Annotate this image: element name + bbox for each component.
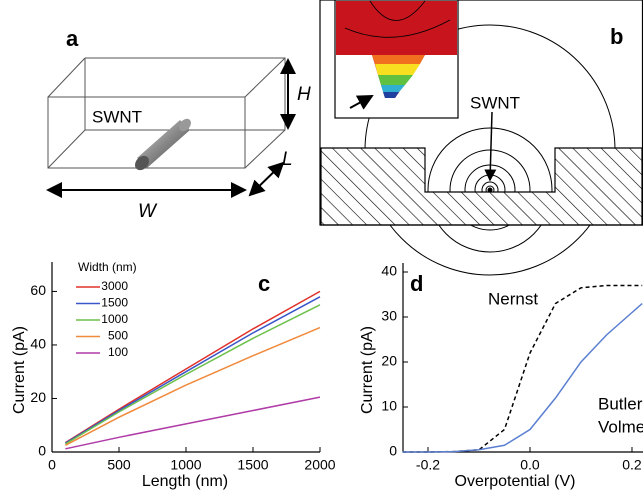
- w-label: W: [138, 201, 158, 222]
- series-line: [65, 326, 321, 446]
- swnt-arrow: [484, 111, 497, 182]
- y-tick-label: 60: [30, 282, 46, 298]
- legend-label: 3000: [101, 279, 128, 293]
- x-tick-label: -0.2: [416, 457, 440, 473]
- y-tick-label: 20: [30, 389, 46, 405]
- series-label: Butler-: [598, 394, 643, 413]
- series-line: [65, 396, 321, 450]
- y-tick-label: 20: [381, 353, 397, 369]
- nanotube: [135, 118, 191, 171]
- panel-label: d: [410, 271, 423, 296]
- series-line: [65, 290, 321, 444]
- x-axis-label: Length (nm): [142, 473, 228, 490]
- swnt-label: SWNT: [92, 107, 142, 126]
- length-arrow: [248, 161, 285, 197]
- substrate: [320, 147, 643, 226]
- legend-label: 500: [108, 329, 128, 343]
- x-tick-label: 2000: [304, 457, 335, 473]
- y-tick-label: 40: [30, 336, 46, 352]
- panel-label: c: [258, 271, 270, 296]
- legend-label: 1000: [101, 312, 128, 326]
- y-tick-label: 10: [381, 398, 397, 414]
- x-tick-label: 1500: [237, 457, 268, 473]
- swnt-label: SWNT: [470, 93, 520, 112]
- series-label: Nernst: [488, 289, 538, 308]
- x-tick-label: 0.0: [520, 457, 540, 473]
- box-wireframe: [47, 57, 286, 169]
- series-line: [65, 296, 321, 444]
- series-line: [402, 302, 643, 453]
- series-label: Volmer: [598, 417, 643, 436]
- x-axis-label: Overpotential (V): [455, 473, 576, 490]
- y-axis-label: Current (pA): [11, 326, 28, 414]
- y-tick-label: 40: [381, 263, 397, 279]
- panel-label: b: [610, 24, 623, 49]
- x-tick-label: 1000: [170, 457, 201, 473]
- series-line: [65, 304, 321, 445]
- legend-label: 100: [108, 345, 128, 359]
- y-tick-label: 0: [389, 443, 397, 459]
- x-tick-label: 0.2: [622, 457, 642, 473]
- inset: [334, 0, 459, 119]
- legend-title: Width (nm): [78, 260, 137, 274]
- l-label: L: [282, 149, 293, 170]
- y-tick-label: 0: [38, 443, 46, 459]
- h-label: H: [297, 84, 311, 105]
- y-axis-label: Current (pA): [359, 326, 376, 414]
- x-tick-label: 500: [107, 457, 131, 473]
- panel-label: a: [66, 26, 79, 51]
- nanotube-dot: [487, 187, 493, 193]
- y-tick-label: 30: [381, 308, 397, 324]
- legend-label: 1500: [101, 296, 128, 310]
- x-tick-label: 0: [48, 457, 56, 473]
